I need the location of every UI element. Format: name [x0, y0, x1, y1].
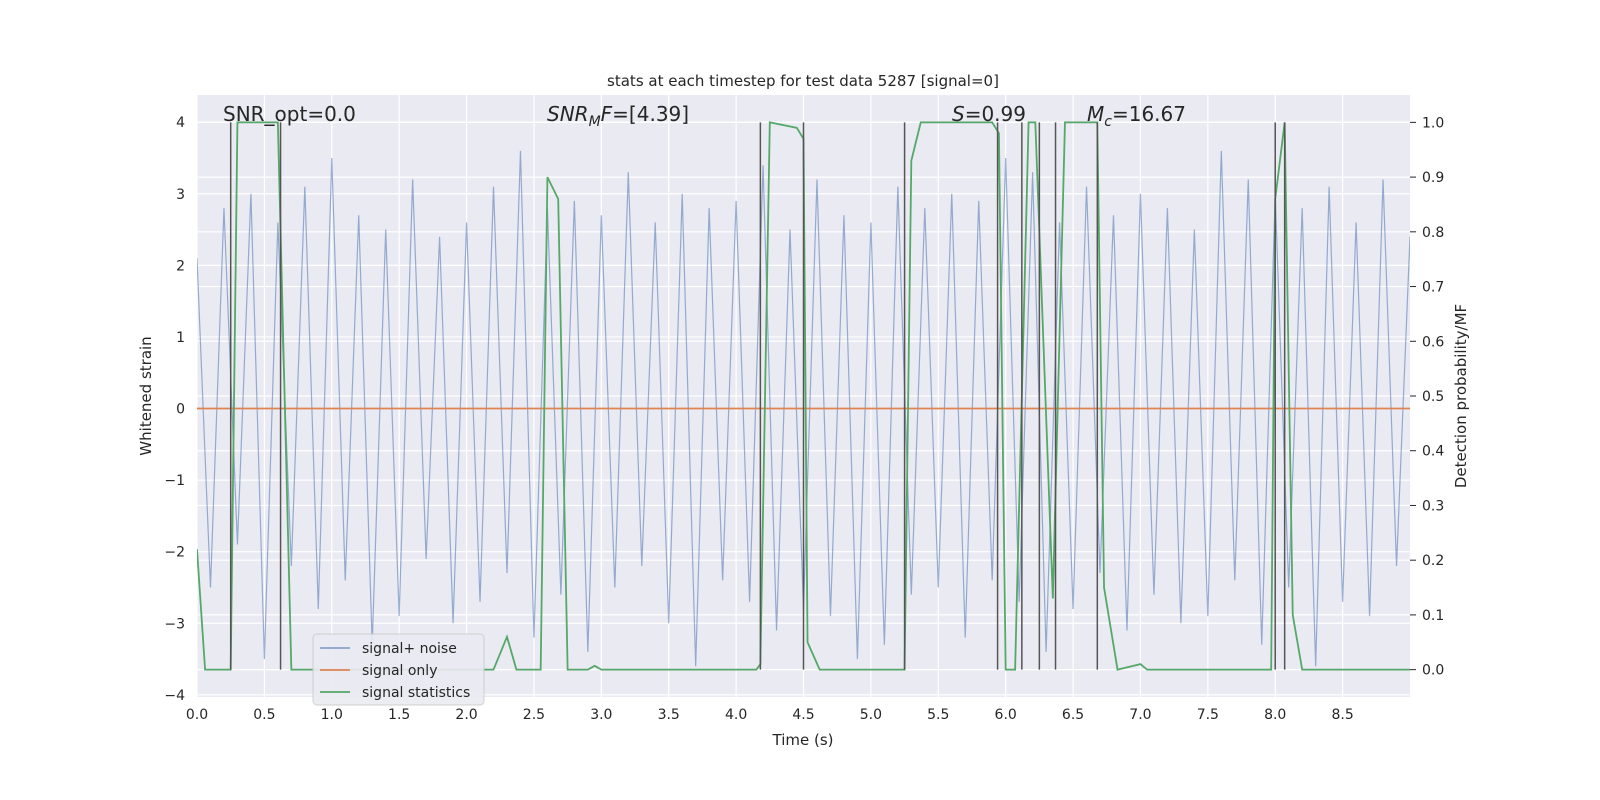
annotation-part: S — [952, 102, 965, 126]
y2-axis-label: Detection probability/MF — [1452, 304, 1470, 488]
y-tick-label: 1 — [176, 330, 185, 346]
x-tick-label: 5.5 — [927, 707, 949, 723]
y2-tick-label: 0.3 — [1422, 498, 1444, 514]
y2-tick-label: 0.6 — [1422, 334, 1444, 350]
annotation-part: c — [1104, 114, 1112, 130]
x-tick-label: 3.0 — [590, 707, 612, 723]
x-tick-label: 0.0 — [186, 707, 208, 723]
y-axis-label: Whitened strain — [137, 336, 155, 455]
y-tick-label: −4 — [164, 688, 185, 704]
x-tick-label: 3.5 — [658, 707, 680, 723]
x-tick-label: 8.5 — [1331, 707, 1353, 723]
x-tick-label: 4.0 — [725, 707, 747, 723]
x-tick-label: 1.5 — [388, 707, 410, 723]
x-tick-label: 2.0 — [455, 707, 477, 723]
annotation-part: =0.99 — [965, 102, 1026, 126]
x-axis-label: Time (s) — [772, 731, 834, 749]
y-tick-label: −1 — [164, 473, 185, 489]
legend-label: signal statistics — [362, 685, 470, 701]
legend-box — [312, 633, 485, 706]
y2-tick-label: 0.8 — [1422, 225, 1444, 241]
annotation-part: M — [589, 114, 601, 130]
chart-title: stats at each timestep for test data 528… — [607, 72, 999, 90]
annotation: SNR_opt=0.0 — [223, 102, 356, 126]
y-tick-label: 2 — [176, 258, 185, 274]
annotation-part: =16.67 — [1112, 102, 1186, 126]
y2-tick-label: 0.2 — [1422, 553, 1444, 569]
legend-label: signal+ noise — [362, 641, 457, 657]
y2-tick-label: 1.0 — [1422, 115, 1444, 131]
y2-tick-label: 0.4 — [1422, 444, 1444, 460]
y2-tick-label: 0.0 — [1422, 663, 1444, 679]
x-tick-label: 7.5 — [1197, 707, 1219, 723]
y2-tick-label: 0.7 — [1422, 280, 1444, 296]
annotation: S=0.99 — [952, 102, 1026, 126]
y2-tick-label: 0.1 — [1422, 608, 1444, 624]
y-tick-label: 4 — [176, 115, 185, 131]
annotation-part: SNR_opt=0.0 — [223, 102, 356, 126]
annotation-part: SNR — [547, 102, 589, 126]
legend-label: signal only — [362, 663, 437, 679]
series-line — [197, 121, 1410, 671]
y-tick-label: −3 — [164, 616, 185, 632]
x-tick-label: 5.0 — [860, 707, 882, 723]
y-tick-label: 0 — [176, 402, 185, 418]
annotation-part: F — [601, 102, 613, 126]
x-tick-label: 4.5 — [792, 707, 814, 723]
x-tick-label: 0.5 — [253, 707, 275, 723]
x-tick-label: 7.0 — [1129, 707, 1151, 723]
annotation-part: =[4.39] — [612, 102, 689, 126]
y-tick-label: 3 — [176, 187, 185, 203]
x-tick-label: 8.0 — [1264, 707, 1286, 723]
annotation: SNRMF=[4.39] — [547, 102, 689, 130]
annotation-part: M — [1087, 102, 1104, 126]
x-tick-label: 6.0 — [995, 707, 1017, 723]
x-tick-label: 1.0 — [321, 707, 343, 723]
y-tick-label: −2 — [164, 545, 185, 561]
x-tick-label: 2.5 — [523, 707, 545, 723]
x-tick-label: 6.5 — [1062, 707, 1084, 723]
y2-tick-label: 0.9 — [1422, 170, 1444, 186]
y2-tick-label: 0.5 — [1422, 389, 1444, 405]
annotation: Mc=16.67 — [1087, 102, 1186, 130]
